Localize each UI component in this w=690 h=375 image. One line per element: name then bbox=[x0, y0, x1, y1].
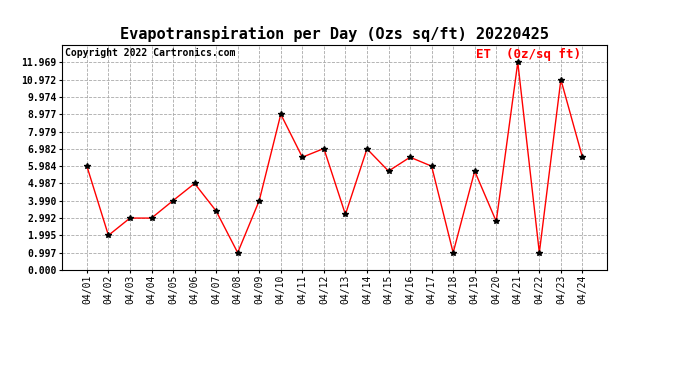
Text: ET  (0z/sq ft): ET (0z/sq ft) bbox=[476, 48, 582, 62]
Text: Copyright 2022 Cartronics.com: Copyright 2022 Cartronics.com bbox=[65, 48, 235, 58]
Title: Evapotranspiration per Day (Ozs sq/ft) 20220425: Evapotranspiration per Day (Ozs sq/ft) 2… bbox=[120, 27, 549, 42]
